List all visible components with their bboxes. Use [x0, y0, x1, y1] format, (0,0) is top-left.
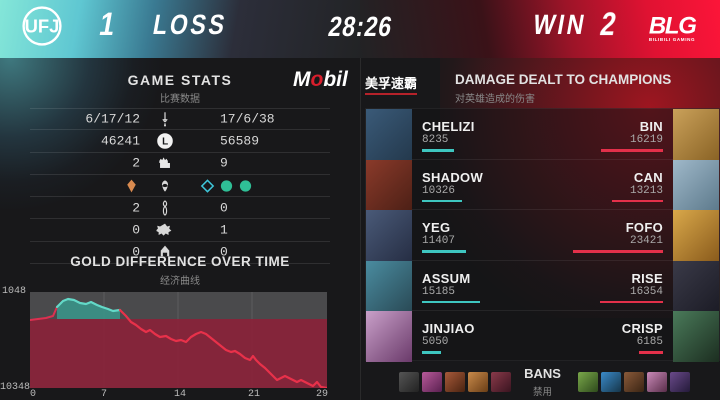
- svg-text:BILIBILI GAMING: BILIBILI GAMING: [649, 37, 695, 42]
- svg-text:BLG: BLG: [649, 12, 696, 39]
- svg-text:L: L: [162, 136, 168, 147]
- svg-text:UFJ: UFJ: [25, 15, 60, 36]
